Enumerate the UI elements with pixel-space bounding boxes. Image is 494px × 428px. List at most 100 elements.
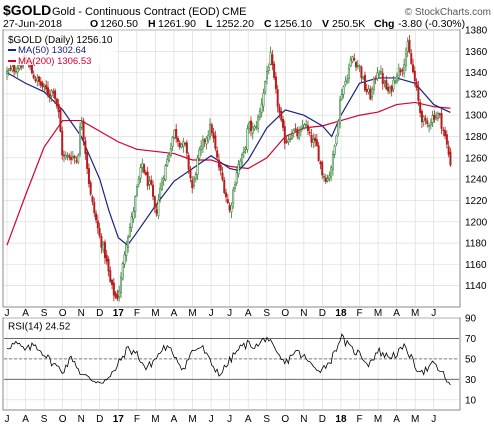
candle-body (347, 67, 350, 80)
candle-body (385, 80, 388, 90)
candle-body (322, 176, 325, 178)
price-x-tick-label: O (281, 308, 289, 319)
candle-body (45, 85, 48, 90)
candle-body (168, 154, 171, 161)
ticker-description: Gold - Continuous Contract (EOD) (52, 6, 220, 18)
candle-body (14, 70, 17, 73)
candle-body (91, 196, 94, 202)
candle-body (388, 87, 391, 93)
price-tick-label: 1240 (465, 175, 488, 186)
candle-body (41, 82, 44, 88)
candle-body (376, 72, 379, 79)
candle-body (50, 90, 53, 97)
price-x-tick-label: M (411, 308, 419, 319)
candle-body (192, 178, 195, 186)
candle-body (93, 202, 96, 214)
candle-body (226, 199, 229, 204)
candle-body (66, 154, 69, 157)
candle-body (164, 165, 167, 181)
candle-body (433, 114, 436, 120)
rsi-tick-label: 90 (465, 314, 477, 325)
candle-body (136, 186, 139, 196)
candle-body (77, 154, 80, 163)
candle-body (399, 70, 402, 73)
rsi-line (6, 333, 451, 386)
candle-body (20, 66, 23, 68)
price-tick-label: 1200 (465, 217, 488, 228)
price-x-tick-label: D (319, 308, 326, 319)
candle-body (303, 124, 306, 129)
rsi-tick-label: 10 (465, 395, 477, 406)
ticker-exchange: CME (222, 6, 246, 18)
candle-body (351, 56, 354, 62)
candle-body (280, 110, 283, 121)
candle-body (392, 79, 395, 90)
candle-body (166, 158, 169, 166)
candle-body (342, 86, 345, 95)
price-x-tick-label: A (171, 308, 178, 319)
candle-body (217, 159, 220, 168)
candle-body (111, 279, 114, 285)
candle-body (305, 124, 308, 127)
rsi-x-tick-label: N (78, 414, 85, 425)
quote-value: 1260.50 (100, 18, 138, 30)
candle-body (29, 65, 32, 68)
candle-body (171, 136, 174, 147)
price-x-tick-label: J (5, 308, 10, 319)
candle-body (178, 142, 181, 147)
candle-body (292, 129, 295, 134)
candle-body (241, 154, 244, 163)
candle-body (394, 80, 397, 83)
candle-body (194, 174, 197, 180)
candle-body (137, 178, 140, 185)
candle-body (150, 179, 153, 185)
candle-body (153, 196, 156, 209)
candle-body (132, 210, 135, 220)
price-tick-label: 1300 (465, 111, 488, 122)
price-x-tick-label: S (41, 308, 48, 319)
candle-body (187, 155, 190, 170)
candle-body (105, 254, 108, 262)
ma200-line (6, 101, 451, 246)
candle-body (251, 127, 254, 134)
candle-body (18, 65, 21, 69)
quote-value: 250.5K (332, 18, 365, 30)
candle-body (100, 236, 103, 248)
candle-body (362, 76, 365, 80)
candle-body (134, 196, 137, 212)
candle-body (440, 113, 443, 129)
candle-body (290, 134, 293, 139)
candle-body (141, 163, 144, 168)
price-x-tick-label: D (96, 308, 103, 319)
candle-body (255, 126, 258, 128)
candle-body (282, 119, 285, 128)
quote-label: C (264, 18, 272, 30)
candle-body (75, 160, 78, 162)
rsi-y-axis: 10 30 50 70 90 (465, 314, 477, 407)
candle-body (139, 167, 142, 179)
candle-body (294, 128, 297, 130)
candle-body (355, 62, 358, 68)
candle-body (242, 150, 245, 153)
candle-body (116, 294, 119, 299)
candle-body (144, 172, 147, 176)
candle-body (169, 148, 172, 157)
candle-body (415, 81, 418, 88)
rsi-x-tick-label: A (22, 414, 29, 425)
candle-body (128, 226, 131, 237)
candle-body (396, 75, 399, 82)
rsi-x-tick-label: O (281, 414, 289, 425)
candle-body (390, 86, 393, 92)
rsi-x-tick-label: M (411, 414, 419, 425)
candle-body (196, 157, 199, 176)
candle-body (230, 204, 233, 213)
candle-body (185, 142, 188, 154)
price-tick-label: 1340 (465, 68, 488, 79)
candle-body (57, 104, 60, 113)
rsi-x-tick-label: 17 (113, 414, 125, 425)
candle-body (379, 71, 382, 73)
price-x-tick-label: J (227, 308, 232, 319)
candle-body (148, 180, 151, 185)
candle-body (412, 64, 415, 73)
candle-body (321, 161, 324, 176)
